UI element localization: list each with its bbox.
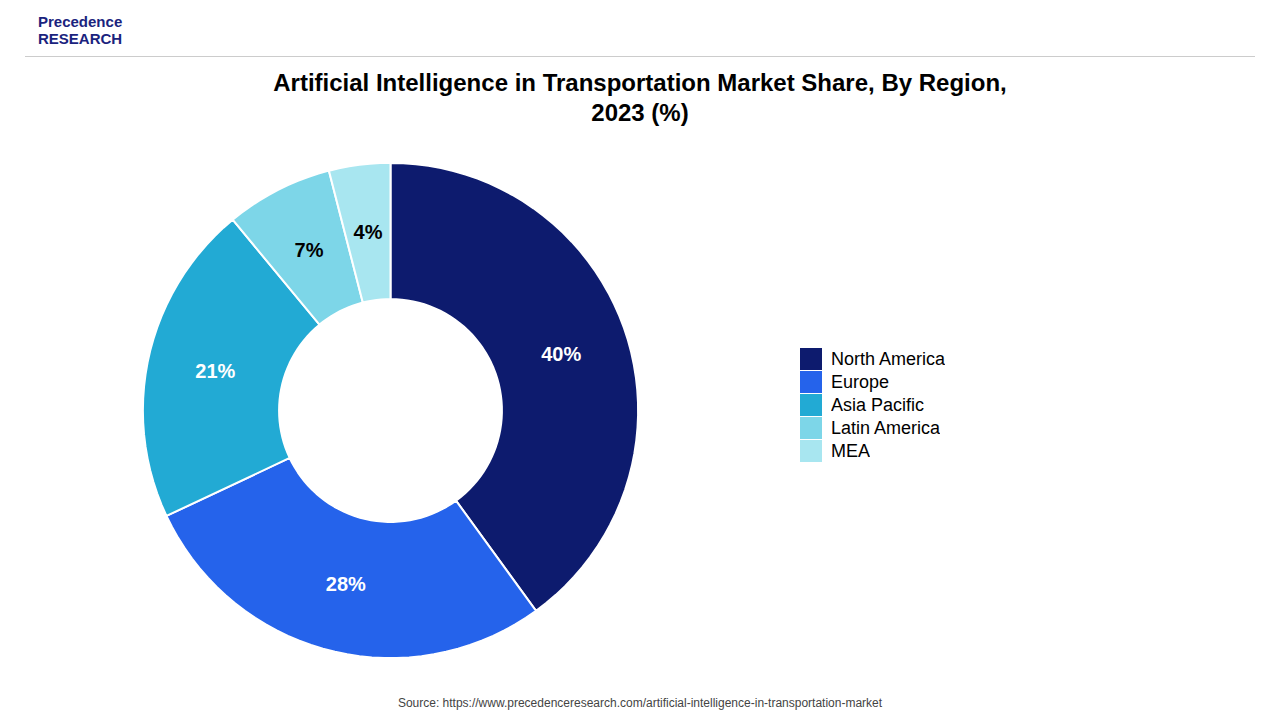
html-text:Artificial Intelligence in Tra: Artificial Intelligence in Transportatio… — [273, 69, 1007, 126]
svg-text:28%: 28% — [326, 573, 366, 595]
html-text:Latin America: Latin America — [831, 417, 941, 438]
svg-text:40%: 40% — [541, 343, 581, 365]
html-text:Asia Pacific: Asia Pacific — [831, 394, 924, 415]
svg-text:21%: 21% — [195, 360, 235, 382]
html-text:Precedence RESEARCH: Precedence RESEARCH — [38, 13, 123, 47]
html-text:MEA: MEA — [831, 440, 870, 461]
svg-text:7%: 7% — [295, 239, 324, 261]
html-text:Europe: Europe — [831, 371, 889, 392]
html-text:North America: North America — [831, 348, 945, 369]
svg-text:4%: 4% — [354, 221, 383, 243]
html-text:Source: https://www.precedence: Source: https://www.precedenceresearch.c… — [397, 696, 883, 710]
